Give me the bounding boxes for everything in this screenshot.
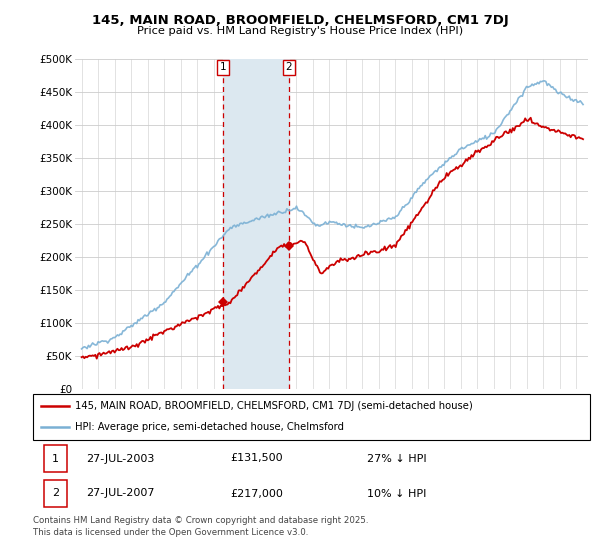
- Text: 1: 1: [52, 454, 59, 464]
- Text: 145, MAIN ROAD, BROOMFIELD, CHELMSFORD, CM1 7DJ (semi-detached house): 145, MAIN ROAD, BROOMFIELD, CHELMSFORD, …: [75, 401, 473, 411]
- Text: HPI: Average price, semi-detached house, Chelmsford: HPI: Average price, semi-detached house,…: [75, 422, 344, 432]
- Bar: [223, 59, 289, 389]
- Text: 27-JUL-2007: 27-JUL-2007: [86, 488, 154, 498]
- Bar: [44, 445, 67, 472]
- Text: Price paid vs. HM Land Registry's House Price Index (HPI): Price paid vs. HM Land Registry's House …: [137, 26, 463, 36]
- Text: 10% ↓ HPI: 10% ↓ HPI: [367, 488, 427, 498]
- Text: £131,500: £131,500: [230, 454, 283, 464]
- Text: 145, MAIN ROAD, BROOMFIELD, CHELMSFORD, CM1 7DJ: 145, MAIN ROAD, BROOMFIELD, CHELMSFORD, …: [92, 14, 508, 27]
- Text: Contains HM Land Registry data © Crown copyright and database right 2025.
This d: Contains HM Land Registry data © Crown c…: [33, 516, 368, 537]
- Text: 1: 1: [220, 62, 226, 72]
- Text: 27-JUL-2003: 27-JUL-2003: [86, 454, 154, 464]
- Text: 2: 2: [286, 62, 292, 72]
- Text: £217,000: £217,000: [230, 488, 284, 498]
- Bar: [44, 480, 67, 507]
- Text: 2: 2: [52, 488, 59, 498]
- Text: 27% ↓ HPI: 27% ↓ HPI: [367, 454, 427, 464]
